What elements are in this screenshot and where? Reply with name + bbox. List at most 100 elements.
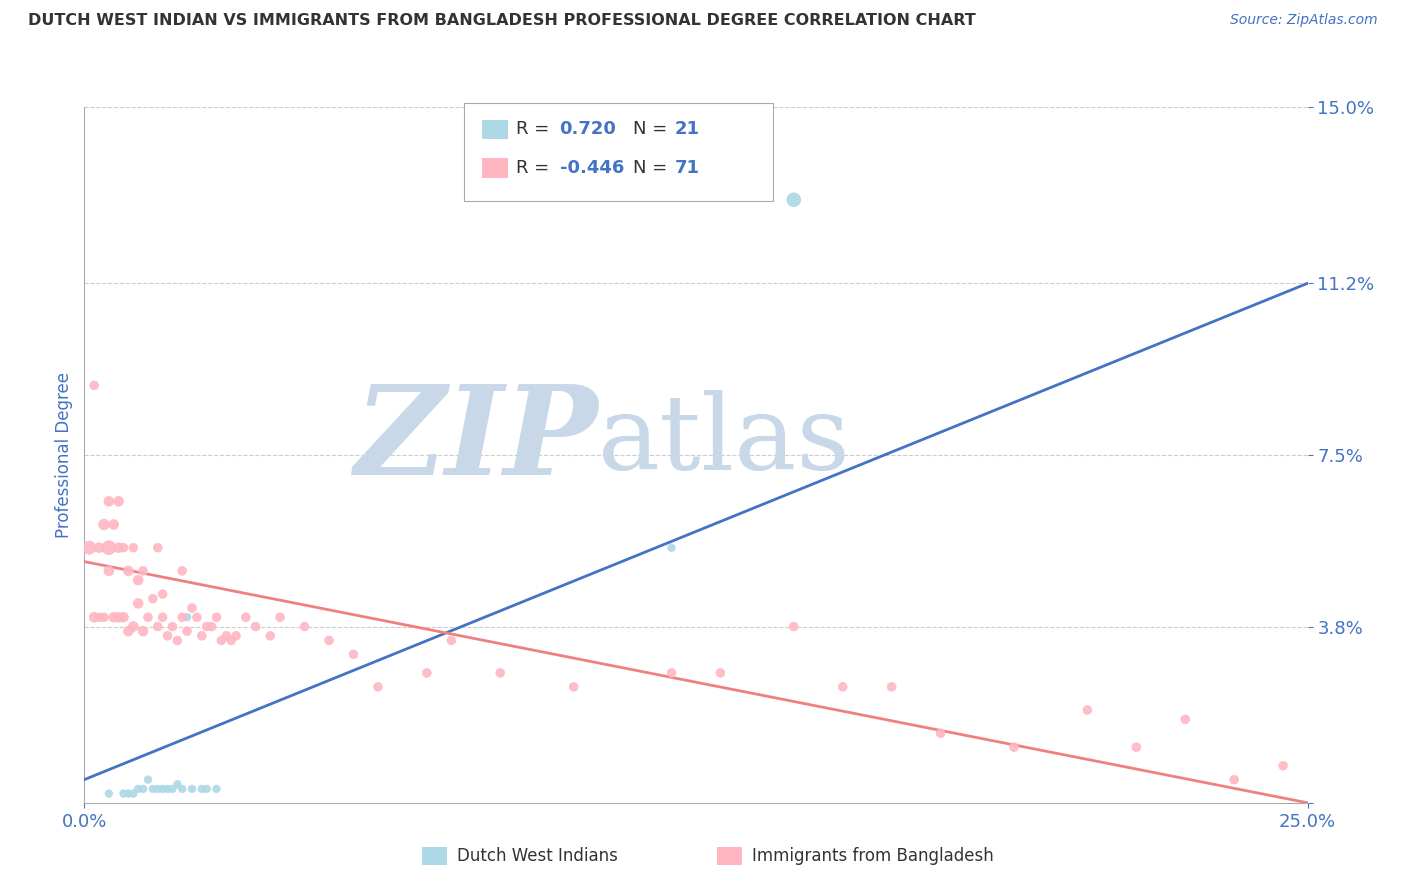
Point <box>127 573 149 587</box>
Point <box>142 591 165 606</box>
Point <box>294 619 316 633</box>
Point <box>152 781 174 796</box>
Point <box>112 787 135 801</box>
Point <box>166 777 188 791</box>
Point <box>219 633 242 648</box>
Text: R =: R = <box>516 159 555 177</box>
Point <box>191 629 214 643</box>
Point <box>97 494 120 508</box>
Point <box>112 610 135 624</box>
Point <box>127 596 149 610</box>
Point <box>117 787 139 801</box>
Point <box>122 787 145 801</box>
Point <box>195 619 218 633</box>
Point <box>1125 740 1147 755</box>
Point <box>162 619 184 633</box>
Point <box>259 629 281 643</box>
Point <box>103 517 125 532</box>
Point <box>107 541 129 555</box>
Point <box>489 665 512 680</box>
Point <box>93 517 115 532</box>
Point <box>83 610 105 624</box>
Point <box>880 680 903 694</box>
Text: 71: 71 <box>675 159 700 177</box>
Point <box>122 619 145 633</box>
Point <box>1076 703 1098 717</box>
Point <box>112 541 135 555</box>
Point <box>342 648 364 662</box>
Point <box>416 665 439 680</box>
Point <box>318 633 340 648</box>
Text: 21: 21 <box>675 120 700 138</box>
Point <box>83 378 105 392</box>
Point <box>661 665 683 680</box>
Text: N =: N = <box>633 159 672 177</box>
Point <box>205 781 228 796</box>
Point <box>440 633 463 648</box>
Text: R =: R = <box>516 120 555 138</box>
Y-axis label: Professional Degree: Professional Degree <box>55 372 73 538</box>
Point <box>162 781 184 796</box>
Point <box>181 781 204 796</box>
Point <box>181 601 204 615</box>
Point <box>107 494 129 508</box>
Point <box>156 629 179 643</box>
Point <box>87 610 110 624</box>
Point <box>136 610 159 624</box>
Point <box>136 772 159 787</box>
Point <box>107 610 129 624</box>
Point <box>562 680 585 694</box>
Point <box>783 619 806 633</box>
Point <box>172 564 194 578</box>
Point <box>235 610 257 624</box>
Point <box>172 781 194 796</box>
Point <box>77 541 100 555</box>
Point <box>269 610 291 624</box>
Text: 0.720: 0.720 <box>560 120 616 138</box>
Point <box>146 619 169 633</box>
Point <box>127 781 149 796</box>
Point <box>176 624 198 639</box>
Point <box>1272 758 1295 772</box>
Text: DUTCH WEST INDIAN VS IMMIGRANTS FROM BANGLADESH PROFESSIONAL DEGREE CORRELATION : DUTCH WEST INDIAN VS IMMIGRANTS FROM BAN… <box>28 13 976 29</box>
Point <box>97 541 120 555</box>
Point <box>191 781 214 796</box>
Point <box>215 629 238 643</box>
Point <box>186 610 208 624</box>
Point <box>166 633 188 648</box>
Point <box>209 633 232 648</box>
Text: N =: N = <box>633 120 672 138</box>
Point <box>146 781 169 796</box>
Point <box>103 610 125 624</box>
Point <box>1002 740 1025 755</box>
Point <box>156 781 179 796</box>
Text: ZIP: ZIP <box>354 380 598 502</box>
Text: Source: ZipAtlas.com: Source: ZipAtlas.com <box>1230 13 1378 28</box>
Text: Dutch West Indians: Dutch West Indians <box>457 847 617 865</box>
Point <box>87 541 110 555</box>
Point <box>142 781 165 796</box>
Point <box>117 564 139 578</box>
Point <box>1223 772 1246 787</box>
Point <box>152 587 174 601</box>
Point <box>661 541 683 555</box>
Point <box>245 619 267 633</box>
Point <box>93 610 115 624</box>
Point <box>152 610 174 624</box>
Point <box>929 726 952 740</box>
Text: atlas: atlas <box>598 390 851 492</box>
Text: -0.446: -0.446 <box>560 159 624 177</box>
Point <box>200 619 222 633</box>
Point <box>117 624 139 639</box>
Point <box>132 564 155 578</box>
Point <box>225 629 247 643</box>
Point <box>709 665 731 680</box>
Point <box>176 610 198 624</box>
Point <box>122 541 145 555</box>
Point <box>146 541 169 555</box>
Point <box>172 610 194 624</box>
Point <box>205 610 228 624</box>
Point <box>132 624 155 639</box>
Point <box>97 564 120 578</box>
Point <box>132 781 155 796</box>
